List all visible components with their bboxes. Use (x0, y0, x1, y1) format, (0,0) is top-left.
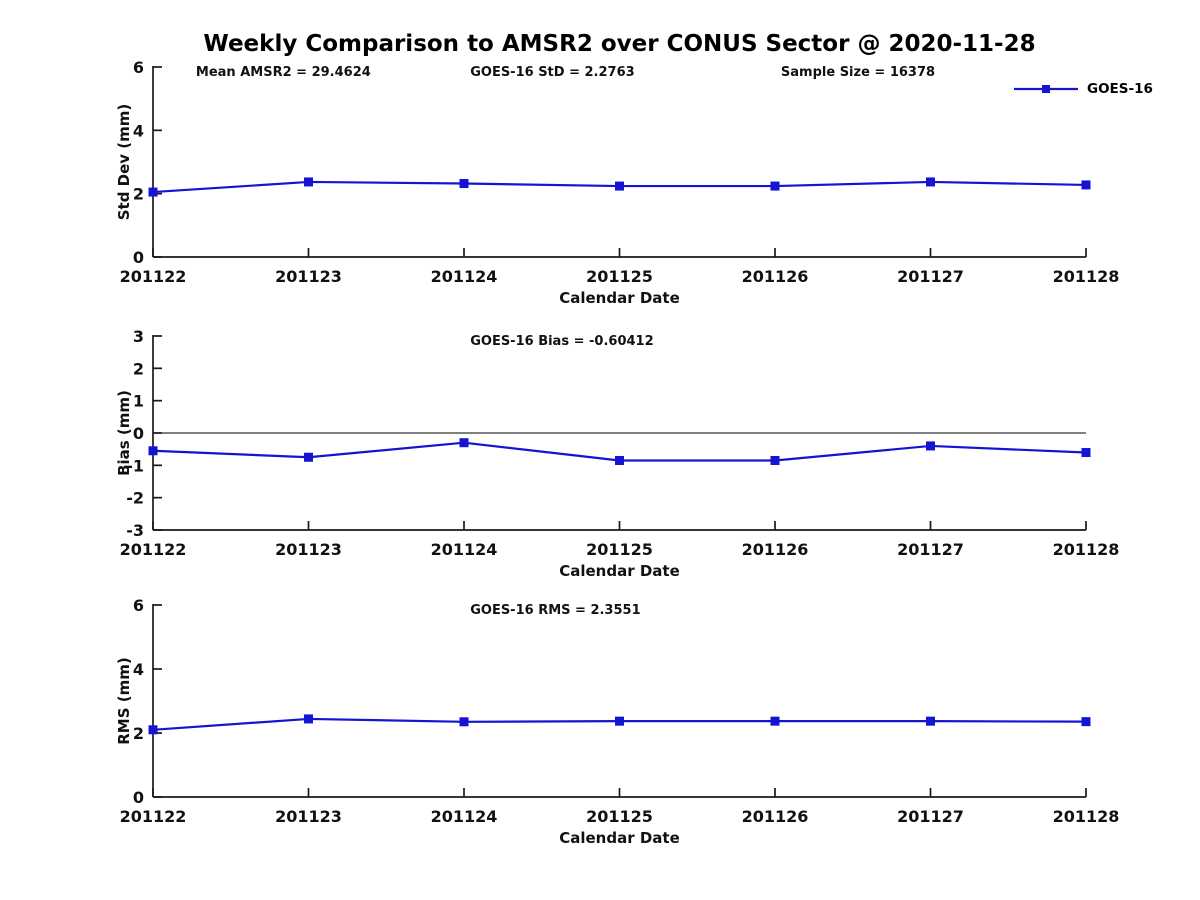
data-point-marker (148, 725, 158, 735)
data-point-marker (304, 714, 313, 724)
data-point-marker (459, 438, 469, 448)
data-point-marker (459, 717, 469, 727)
y-tick-label: 2 (133, 724, 144, 743)
x-tick-label: 201123 (275, 267, 342, 286)
data-point-marker (926, 177, 935, 187)
data-point-marker (148, 446, 158, 456)
x-tick-label: 201126 (742, 267, 809, 286)
y-tick-label: 2 (133, 359, 144, 378)
x-axis-label: Calendar Date (559, 829, 680, 847)
x-tick-label: 201128 (1053, 540, 1120, 559)
legend-label: GOES-16 (1087, 81, 1153, 97)
x-tick-label: 201127 (897, 267, 964, 286)
y-tick-label: 0 (133, 788, 144, 807)
x-tick-label: 201122 (120, 540, 187, 559)
data-point-marker (615, 181, 624, 191)
y-tick-label: 2 (133, 185, 144, 204)
chart-stddev: 0 2 4 6 201122 201123 201124 201125 201126 201127… (115, 58, 1119, 307)
x-tick-label: 201128 (1053, 267, 1120, 286)
y-tick-label: -2 (126, 489, 144, 508)
data-point-marker (1081, 180, 1091, 190)
data-point-marker (304, 452, 313, 462)
x-tick-label: 201125 (586, 267, 653, 286)
legend: GOES-16 (1013, 81, 1153, 97)
y-tick-label: 0 (133, 248, 144, 267)
y-axis-label: Std Dev (mm) (115, 104, 133, 221)
annotation-stddev-0: Mean AMSR2 = 29.4624 (196, 65, 371, 80)
x-tick-label: 201126 (742, 540, 809, 559)
y-tick-label: -1 (126, 456, 144, 475)
data-point-marker (1081, 448, 1091, 458)
x-tick-label: 201122 (120, 807, 187, 826)
annotation-bias-0: GOES-16 Bias = -0.60412 (470, 334, 653, 349)
y-tick-label: 1 (133, 392, 144, 411)
x-tick-label: 201128 (1053, 807, 1120, 826)
x-tick-label: 201126 (742, 807, 809, 826)
x-axis-label: Calendar Date (559, 289, 680, 307)
x-tick-label: 201124 (431, 807, 498, 826)
x-tick-label: 201125 (586, 807, 653, 826)
y-tick-label: 4 (133, 121, 144, 140)
y-tick-label: 6 (133, 596, 144, 615)
annotation-rms-0: GOES-16 RMS = 2.3551 (470, 603, 640, 618)
x-tick-label: 201123 (275, 540, 342, 559)
chart-rms: 0 2 4 6 201122 201123 201124 201125 201126 201127… (115, 596, 1119, 847)
x-tick-label: 201123 (275, 807, 342, 826)
data-point-marker (615, 716, 624, 726)
x-tick-label: 201127 (897, 807, 964, 826)
y-axis-label: RMS (mm) (115, 657, 133, 744)
data-point-marker (459, 179, 469, 189)
annotation-stddev-1: GOES-16 StD = 2.2763 (470, 65, 634, 80)
y-tick-label: 4 (133, 660, 144, 679)
x-tick-label: 201125 (586, 540, 653, 559)
data-point-marker (1081, 717, 1091, 727)
y-tick-label: 3 (133, 327, 144, 346)
y-tick-label: 6 (133, 58, 144, 77)
y-tick-label: 0 (133, 424, 144, 443)
data-point-marker (926, 441, 935, 451)
x-tick-label: 201122 (120, 267, 187, 286)
x-axis-label: Calendar Date (559, 562, 680, 580)
annotation-stddev-2: Sample Size = 16378 (781, 65, 935, 80)
data-point-marker (926, 716, 935, 726)
data-point-marker (304, 177, 313, 187)
chart-bias: -3 -2 -1 0 1 2 3 201122 201123 201124 201125 201126… (115, 327, 1119, 580)
data-point-marker (770, 455, 780, 465)
x-tick-label: 201127 (897, 540, 964, 559)
y-tick-label: -3 (126, 521, 144, 540)
data-point-marker (148, 187, 158, 197)
figure-title: Weekly Comparison to AMSR2 over CONUS Se… (203, 31, 1036, 57)
y-axis-label: Bias (mm) (115, 390, 133, 476)
data-point-marker (770, 181, 780, 191)
data-point-marker (770, 716, 780, 726)
data-point-marker (615, 455, 624, 465)
x-tick-label: 201124 (431, 267, 498, 286)
legend-marker-icon (1014, 85, 1078, 93)
x-tick-label: 201124 (431, 540, 498, 559)
